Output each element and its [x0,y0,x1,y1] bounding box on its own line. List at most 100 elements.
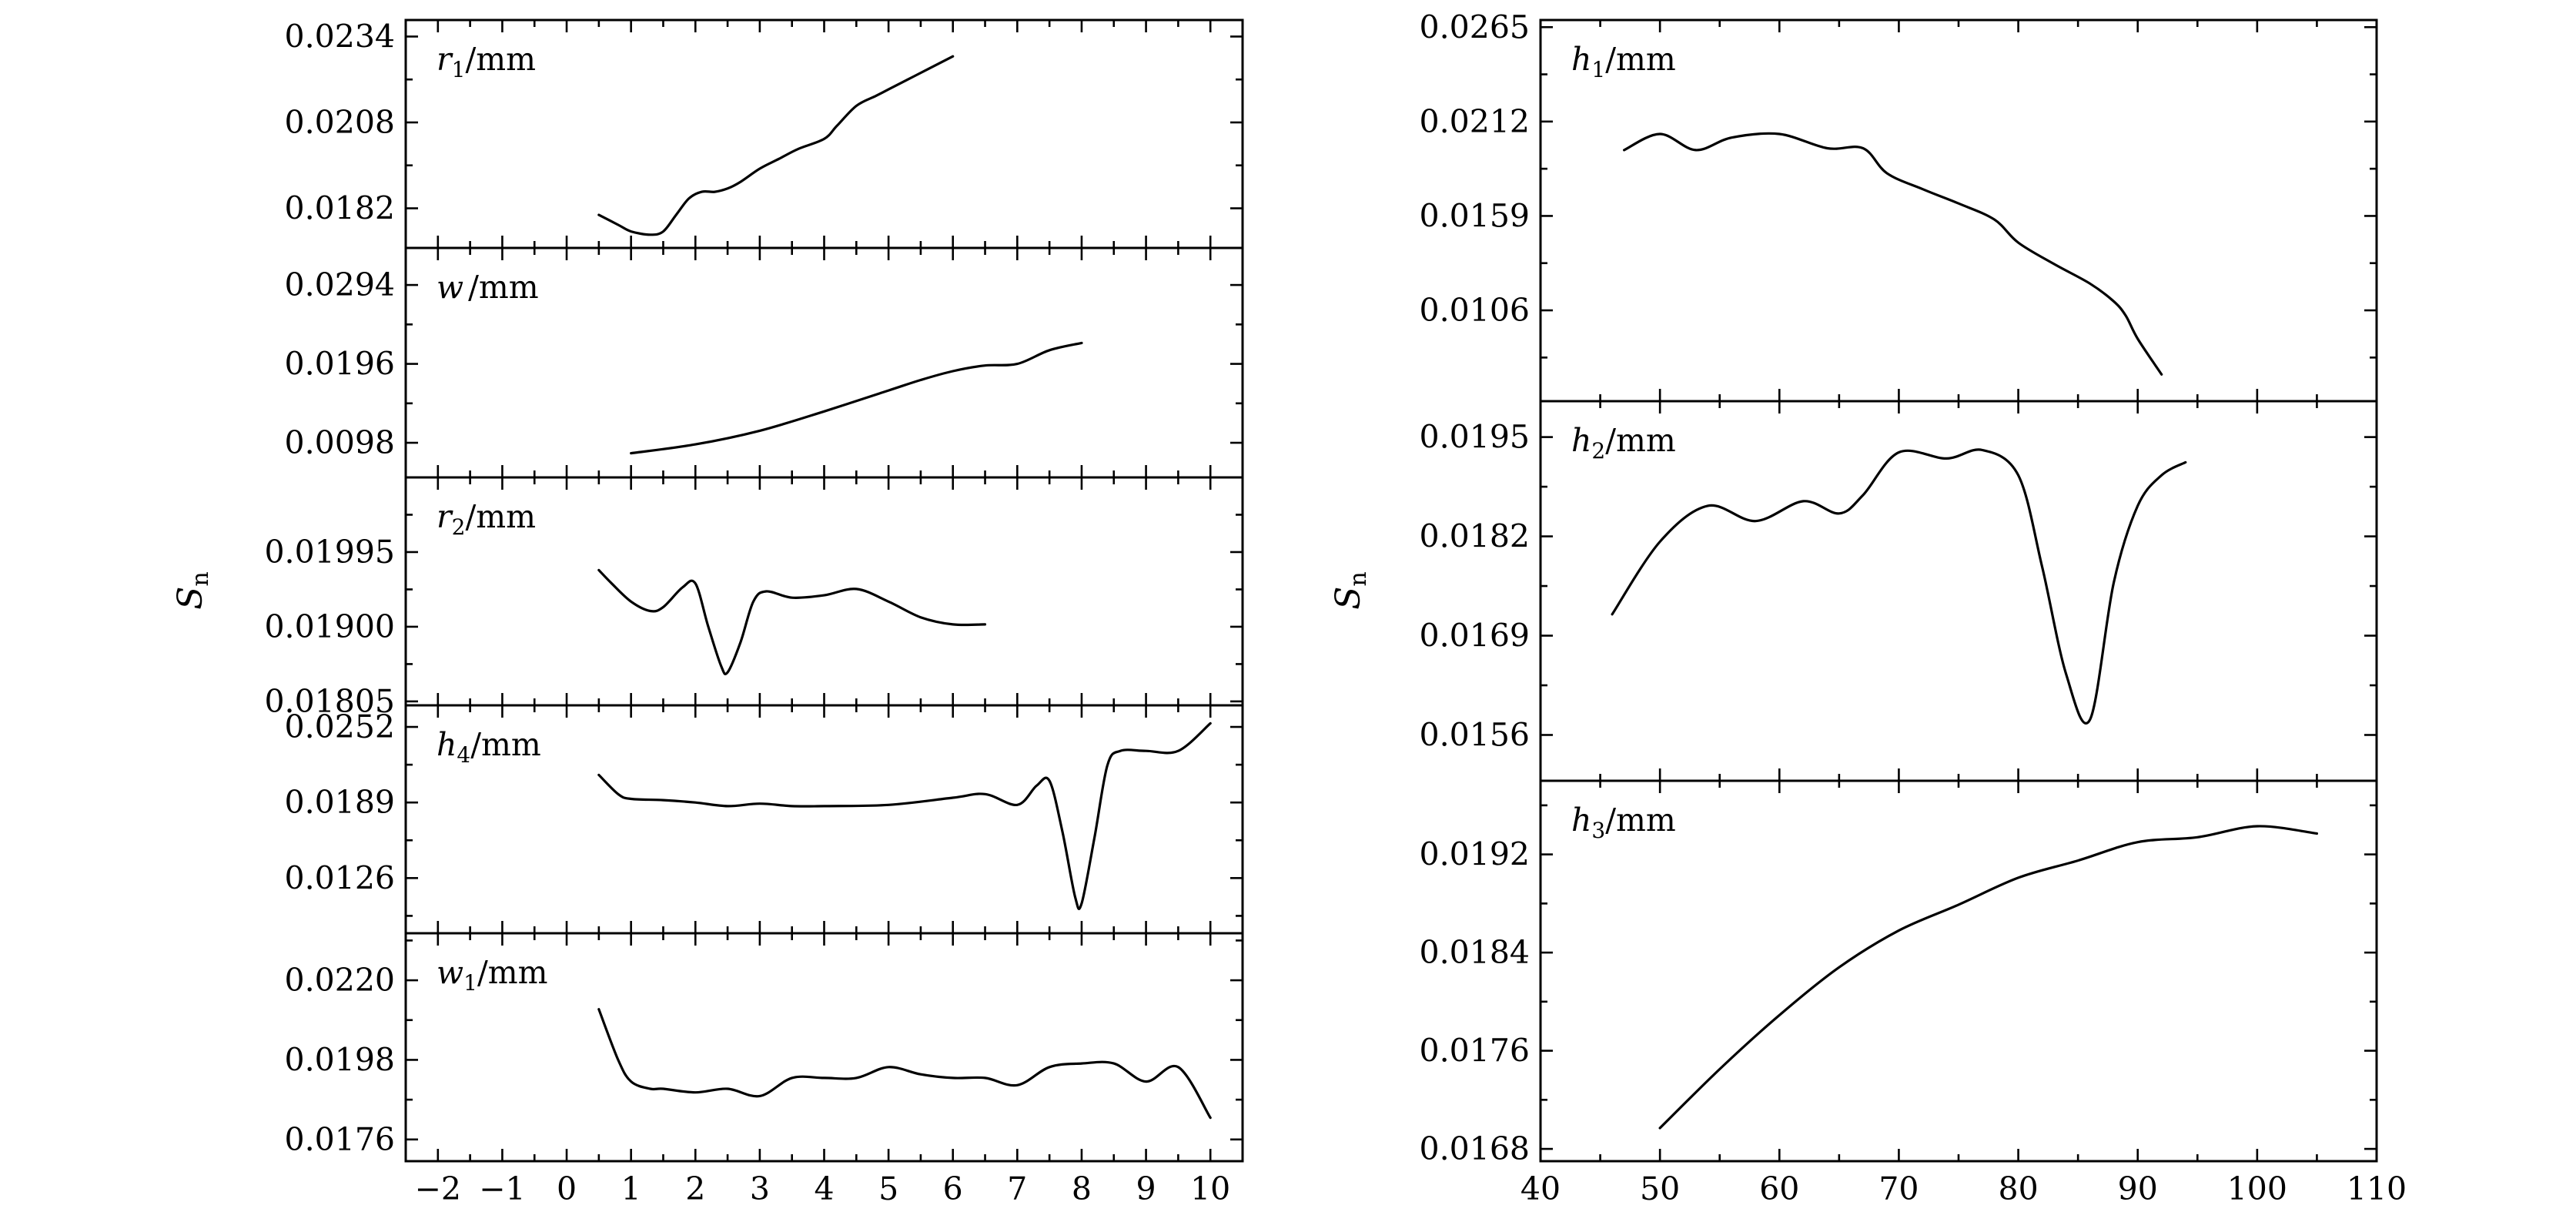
y-tick-label: 0.0196 [285,346,395,383]
y-tick-label: 0.01805 [264,683,395,720]
series-line [1623,132,2163,376]
panel-left-4: 0.0126 0.0189 0.0252 h4/mm [285,704,1244,935]
panel-label-subscript: 4 [457,742,470,768]
y-tick-label: 0.0126 [285,859,395,896]
x-tick-label: 10 [1190,1170,1230,1207]
y-tick-label: 0.0252 [285,708,395,745]
x-tick-label: 1 [621,1170,641,1207]
panel-label-variable: w [437,954,463,991]
y-tick-label: 0.01995 [264,534,395,571]
x-tick-label: 110 [2347,1170,2407,1207]
y-tick-label: 0.0220 [285,962,395,999]
x-tick-label: 50 [1640,1170,1680,1207]
panel-label-unit: /mm [1605,41,1676,78]
panel-label-unit: /mm [468,269,539,306]
y-tick-label: 0.0169 [1420,618,1530,655]
panel-label-unit: /mm [465,498,536,535]
y-tick-label: 0.0294 [285,266,395,303]
panel-label-unit: /mm [470,726,541,763]
panel-left-5: 0.0176 0.0198 0.0220 w1/mm [285,932,1244,1163]
series-line [597,55,955,236]
panel-label-unit: /mm [1605,802,1676,839]
y-tick-label: 0.0198 [285,1041,395,1078]
series-line [597,1008,1212,1120]
y-tick-label: 0.0208 [285,104,395,141]
chart-column-left: Sn0.01820.02080.0234r1/mm0.00980.01960.0… [171,18,1244,1207]
y-tick-label: 0.0176 [285,1121,395,1158]
panel-label-unit: /mm [465,41,536,78]
panel-label: r2/mm [437,498,536,540]
panel-label: h2/mm [1571,422,1676,464]
y-tick-label: 0.0234 [285,18,395,55]
panel-label-subscript: 1 [452,57,466,82]
x-tick-label: 4 [814,1170,834,1207]
panel-label: r1/mm [437,41,536,82]
y-tick-label: 0.0176 [1420,1033,1530,1070]
y-tick-label: 0.0212 [1420,103,1530,140]
y-tick-label: 0.01900 [264,608,395,645]
panel-label: h1/mm [1571,41,1676,82]
panel-label-variable: h [1571,802,1591,839]
x-tick-label: 40 [1521,1170,1561,1207]
panel-label-subscript: 1 [1591,57,1605,82]
y-tick-label: 0.0184 [1420,934,1530,971]
panel-label-variable: h [1571,422,1591,459]
y-tick-label: 0.0265 [1420,8,1530,45]
x-tick-label: 70 [1878,1170,1919,1207]
y-axis-title-symbol: S [1329,587,1368,610]
x-tick-label: 3 [750,1170,770,1207]
x-tick-label: 6 [943,1170,963,1207]
series-line [597,721,1212,910]
y-axis-title-subscript: n [1345,571,1372,586]
y-axis-title-subscript: n [187,571,214,586]
y-tick-label: 0.0106 [1420,292,1530,329]
y-tick-label: 0.0189 [285,784,395,821]
y-axis-title: Sn [171,571,214,609]
series-line [1658,825,2318,1130]
y-tick-label: 0.0168 [1420,1130,1530,1167]
chart-column-right: Sn0.01060.01590.02120.0265h1/mm0.01560.0… [1329,8,2407,1207]
panel-label-variable: h [1571,41,1591,78]
panel-label: w/mm [437,269,539,306]
panel-label: w1/mm [437,954,548,996]
y-tick-label: 0.0192 [1420,836,1530,873]
panel-label-subscript: 2 [452,514,466,540]
x-tick-label: 5 [878,1170,898,1207]
panel-label-unit: /mm [477,954,548,991]
x-tick-label: 60 [1759,1170,1799,1207]
panel-label-unit: /mm [1605,422,1676,459]
y-axis-title-symbol: S [171,587,210,610]
y-tick-label: 0.0195 [1420,419,1530,456]
panel-left-2: 0.0098 0.0196 0.0294 w/mm [285,246,1244,479]
series-line [1611,448,2187,725]
x-tick-label: 7 [1007,1170,1027,1207]
panel-label-variable: r [437,498,453,535]
panel-label-variable: r [437,41,453,78]
panel-right-3: 0.0168 0.0176 0.0184 0.0192 h3/mm [1420,779,2378,1167]
y-tick-label: 0.0182 [1420,518,1530,555]
panel-label-subscript: 3 [1591,818,1605,843]
x-tick-label: 0 [557,1170,577,1207]
x-tick-label: −2 [415,1170,461,1207]
series-line [630,341,1083,455]
x-tick-label: 2 [685,1170,705,1207]
y-tick-label: 0.0156 [1420,716,1530,753]
panel-label-subscript: 2 [1591,438,1605,464]
x-tick-label: −1 [479,1170,525,1207]
x-tick-label: 80 [1998,1170,2038,1207]
panel-label-subscript: 1 [463,970,477,996]
y-axis-title: Sn [1329,571,1372,609]
series-line [597,568,987,675]
panel-label-variable: w [437,269,463,306]
x-tick-label: 90 [2118,1170,2158,1207]
panel-left-1: 0.0182 0.0208 0.0234 r1/mm [285,18,1244,249]
panel-label: h4/mm [437,726,541,768]
x-tick-label: 100 [2227,1170,2287,1207]
panel-right-1: 0.0106 0.0159 0.0212 0.0265 h1/mm [1420,8,2378,403]
panel-label: h3/mm [1571,802,1676,843]
y-tick-label: 0.0098 [285,424,395,461]
panel-label-variable: h [437,726,457,763]
panel-right-2: 0.0156 0.0169 0.0182 0.0195 h2/mm [1420,400,2378,782]
